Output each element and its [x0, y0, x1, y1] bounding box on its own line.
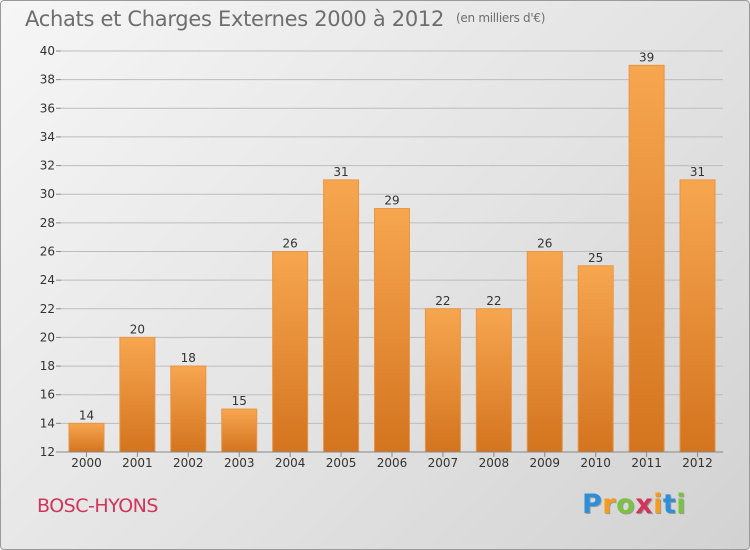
bar-2000 — [68, 422, 105, 453]
data-label: 18 — [181, 351, 196, 365]
x-axis-ticks: 2000 2001 2002 2003 2004 2005 2006 2007 2008 2009… — [71, 452, 713, 470]
y-tick-label: 24 — [40, 273, 55, 287]
logo-letter: t — [662, 489, 677, 520]
data-label: 26 — [283, 237, 298, 251]
bar-2012 — [679, 179, 716, 453]
x-tick-label: 2000 — [71, 456, 102, 470]
y-tick-label: 40 — [40, 44, 55, 58]
data-label: 22 — [486, 294, 501, 308]
data-label: 15 — [232, 394, 247, 408]
y-tick-label: 30 — [40, 187, 55, 201]
data-labels: 14 20 18 15 26 31 29 22 22 26 25 39 31 — [79, 50, 705, 422]
logo-letter: x — [635, 489, 654, 520]
bar-2010 — [577, 265, 614, 453]
y-tick-label: 18 — [40, 359, 55, 373]
chart-subtitle: (en milliers d'€) — [456, 11, 546, 25]
bar-2006 — [374, 208, 410, 453]
data-label: 29 — [384, 194, 399, 208]
x-tick-label: 2007 — [428, 456, 459, 470]
bars — [68, 64, 716, 453]
logo-letter: o — [616, 489, 636, 520]
y-tick-label: 32 — [40, 159, 55, 173]
x-tick-label: 2001 — [122, 456, 153, 470]
y-tick-label: 28 — [40, 216, 55, 230]
y-tick-label: 14 — [40, 416, 55, 430]
y-tick-label: 34 — [40, 130, 55, 144]
y-tick-label: 26 — [40, 245, 55, 259]
x-tick-label: 2009 — [529, 456, 560, 470]
bar-2002 — [170, 365, 207, 453]
data-label: 31 — [333, 165, 348, 179]
bar-2005 — [323, 179, 360, 453]
y-tick-label: 36 — [40, 101, 55, 115]
town-name: BOSC-HYONS — [37, 495, 158, 517]
bar-2001 — [119, 336, 156, 453]
x-tick-label: 2012 — [682, 456, 713, 470]
x-tick-label: 2010 — [580, 456, 611, 470]
x-tick-label: 2006 — [377, 456, 408, 470]
bar-2003 — [221, 408, 258, 453]
x-tick-label: 2004 — [275, 456, 306, 470]
x-tick-label: 2003 — [224, 456, 255, 470]
bar-2008 — [475, 308, 512, 453]
data-label: 39 — [639, 50, 654, 64]
y-tick-label: 22 — [40, 302, 55, 316]
logo-letter: P — [582, 489, 603, 520]
logo-letter: i — [653, 489, 663, 520]
data-label: 26 — [537, 237, 552, 251]
x-tick-label: 2008 — [479, 456, 510, 470]
y-tick-label: 38 — [40, 73, 55, 87]
bar-2004 — [272, 251, 309, 453]
data-label: 20 — [130, 322, 145, 336]
chart-title: Achats et Charges Externes 2000 à 2012 — [25, 7, 445, 31]
logo-letter: i — [676, 489, 687, 520]
proxiti-logo: Proxiti — [582, 489, 686, 520]
x-tick-label: 2002 — [173, 456, 204, 470]
y-tick-label: 20 — [40, 330, 55, 344]
bar-2007 — [424, 308, 461, 453]
data-label: 31 — [690, 165, 705, 179]
data-label: 22 — [435, 294, 450, 308]
x-tick-label: 2011 — [631, 456, 662, 470]
y-tick-label: 16 — [40, 388, 55, 402]
chart-title-block: Achats et Charges Externes 2000 à 2012 (e… — [25, 7, 545, 31]
bar-2011 — [628, 64, 665, 453]
logo-letter: r — [602, 489, 617, 520]
data-label: 25 — [588, 251, 603, 265]
bar-2009 — [526, 251, 563, 453]
y-axis-ticks: 12 14 16 18 20 22 24 26 28 30 32 34 36 38 40 — [40, 44, 61, 459]
y-tick-label: 12 — [40, 445, 55, 459]
data-label: 14 — [79, 408, 94, 422]
x-tick-label: 2005 — [326, 456, 357, 470]
